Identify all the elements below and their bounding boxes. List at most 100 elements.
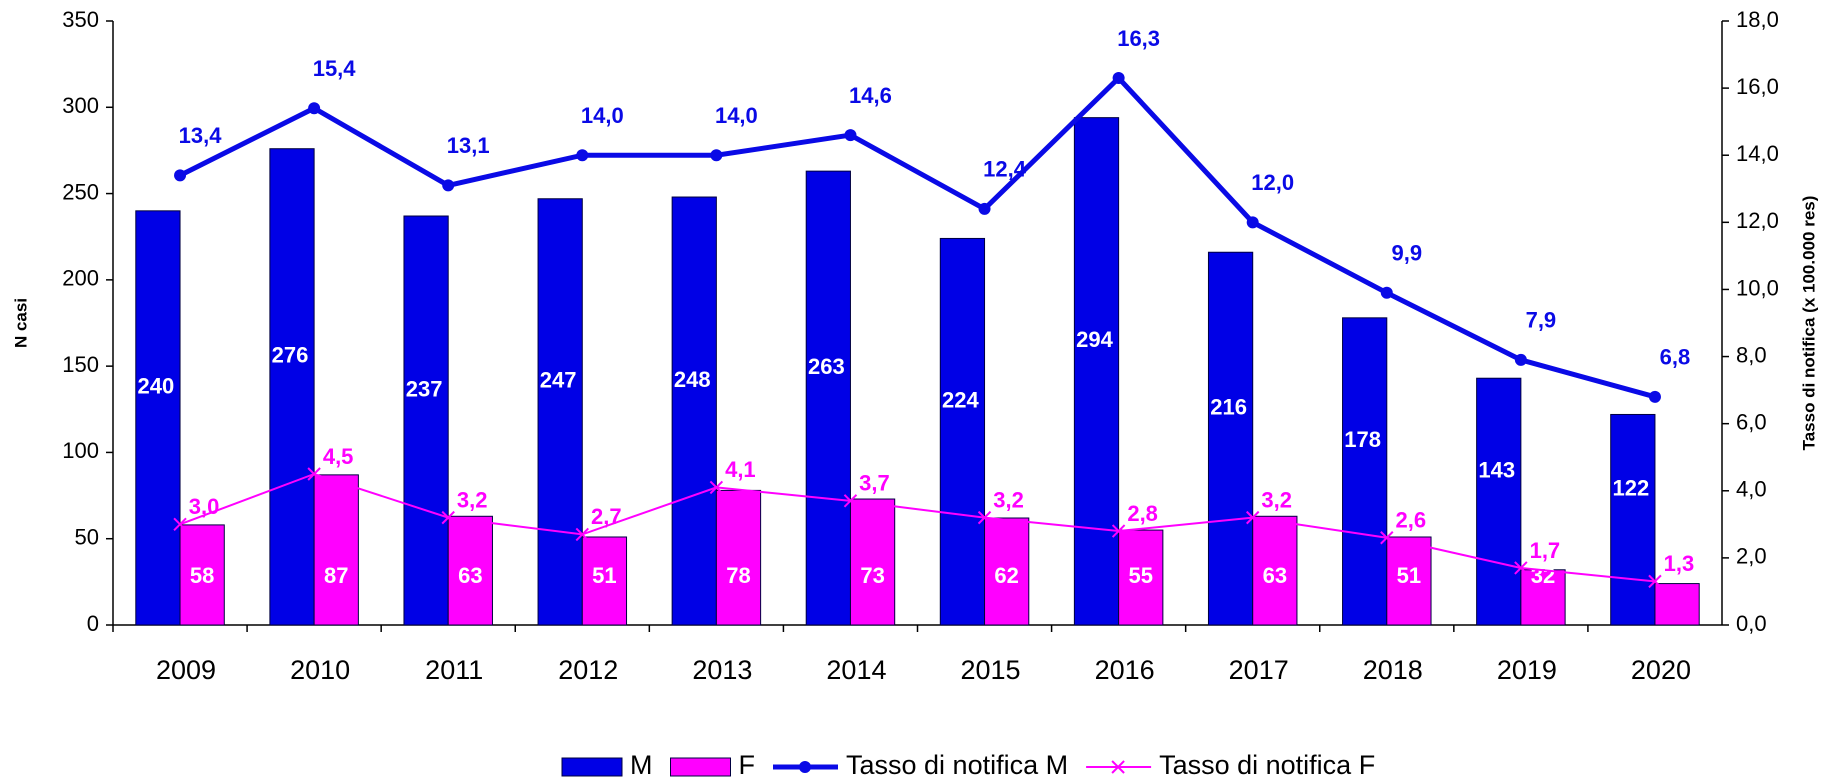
legend-swatch (561, 757, 623, 777)
line-value-label: 14,0 (581, 103, 624, 128)
bar-value-label: 263 (808, 354, 845, 379)
bar (1476, 377, 1522, 626)
line-marker (843, 494, 858, 508)
bar (1342, 317, 1388, 626)
bar (447, 515, 493, 626)
bar-value-label: 78 (726, 563, 750, 588)
x-tick-label: 2012 (558, 655, 618, 685)
line-value-label: 7,9 (1526, 308, 1557, 333)
x-tick-label: 2018 (1363, 655, 1423, 685)
line-marker (1648, 574, 1662, 589)
bar-value-label: 216 (1210, 394, 1247, 419)
bar (269, 148, 315, 626)
bar-value-label: 122 (1612, 476, 1649, 501)
line-value-label: 6,8 (1660, 345, 1691, 370)
line-marker (442, 179, 455, 192)
line-value-label: 3,7 (859, 471, 890, 496)
bar-value-label: 294 (1076, 327, 1113, 352)
line-marker (1514, 561, 1528, 575)
line-value-label: 2,7 (591, 504, 622, 529)
line-marker (978, 202, 991, 215)
bar-value-label: 247 (540, 368, 577, 393)
line-value-label: 16,3 (1117, 26, 1160, 51)
line-marker (710, 149, 723, 162)
bar-value-label: 24 (1665, 563, 1690, 588)
y2-tick-label: 6,0 (1736, 409, 1767, 434)
bar-value-label: 55 (1129, 563, 1153, 588)
legend-label: M (630, 750, 653, 780)
line-marker (307, 467, 321, 481)
line-value-label: 2,8 (1127, 501, 1158, 526)
bar-value-label: 73 (860, 563, 884, 588)
bar-value-label: 224 (942, 388, 979, 413)
bar-value-label: 143 (1478, 457, 1515, 482)
y2-tick-label: 14,0 (1736, 141, 1779, 166)
line-value-label: 14,6 (849, 83, 892, 108)
line-marker (441, 510, 455, 525)
bar (939, 237, 986, 626)
bar (1073, 117, 1120, 626)
bar-value-label: 276 (272, 343, 309, 368)
line-value-label: 1,7 (1530, 538, 1561, 563)
legend-label: Tasso di notifica F (1159, 750, 1375, 780)
line-series (178, 74, 1656, 400)
bar (179, 524, 225, 626)
bar (1252, 515, 1298, 626)
line-marker (1112, 72, 1125, 85)
line-marker (1246, 510, 1260, 525)
line-marker (1380, 531, 1394, 545)
line-value-label: 15,4 (313, 56, 357, 81)
bar (984, 517, 1030, 626)
line-value-label: 2,6 (1395, 508, 1426, 533)
legend-item: M (561, 750, 653, 780)
bar (805, 170, 851, 626)
legend-label: Tasso di notifica M (846, 750, 1068, 780)
bar (403, 215, 449, 626)
bar-value-label: 58 (190, 563, 214, 588)
y2-tick-label: 12,0 (1736, 208, 1779, 233)
legend-item: Tasso di notifica F (1086, 750, 1375, 780)
bar-value-label: 240 (138, 374, 175, 399)
bar-value-label: 237 (406, 376, 443, 401)
line-value-label: 12,0 (1251, 170, 1294, 195)
x-tick-label: 2013 (692, 655, 752, 685)
legend-item: F (670, 750, 756, 780)
y2-tick-label: 8,0 (1736, 342, 1767, 367)
bar (671, 196, 717, 626)
bar-value-label: 87 (324, 563, 348, 588)
y-tick-label: 150 (62, 352, 99, 377)
legend-marker (799, 761, 811, 773)
y2-tick-label: 4,0 (1736, 477, 1767, 502)
x-tick-label: 2016 (1095, 655, 1155, 685)
line-marker (844, 129, 857, 142)
line-value-label: 3,2 (993, 487, 1024, 512)
legend-label: F (739, 750, 756, 780)
line-marker (977, 510, 992, 525)
y2-tick-label: 2,0 (1736, 544, 1767, 569)
y-tick-label: 200 (62, 266, 99, 291)
bar (1610, 413, 1656, 626)
line-value-label: 3,0 (189, 494, 220, 519)
bar (1386, 536, 1432, 626)
y-tick-label: 300 (62, 93, 99, 118)
line-value-label: 9,9 (1391, 241, 1422, 266)
line-marker (575, 527, 589, 542)
bar (849, 498, 896, 626)
bar (537, 198, 583, 626)
line-value-label: 12,4 (983, 157, 1027, 182)
x-tick-label: 2014 (826, 655, 886, 685)
line-marker (173, 517, 187, 532)
y2-tick-label: 16,0 (1736, 74, 1779, 99)
x-tick-label: 2010 (290, 655, 350, 685)
line-value-label: 1,3 (1664, 551, 1695, 576)
bar-value-label: 51 (1397, 563, 1421, 588)
bar-value-label: 63 (458, 563, 482, 588)
bar (715, 489, 762, 626)
line-marker (576, 149, 589, 162)
bar (1654, 583, 1700, 626)
legend-marker (1111, 760, 1125, 774)
legend: M F Tasso di notifica M Tasso di notifica F (561, 750, 1375, 780)
line-value-label: 4,5 (323, 444, 354, 469)
line-marker (1111, 524, 1126, 538)
